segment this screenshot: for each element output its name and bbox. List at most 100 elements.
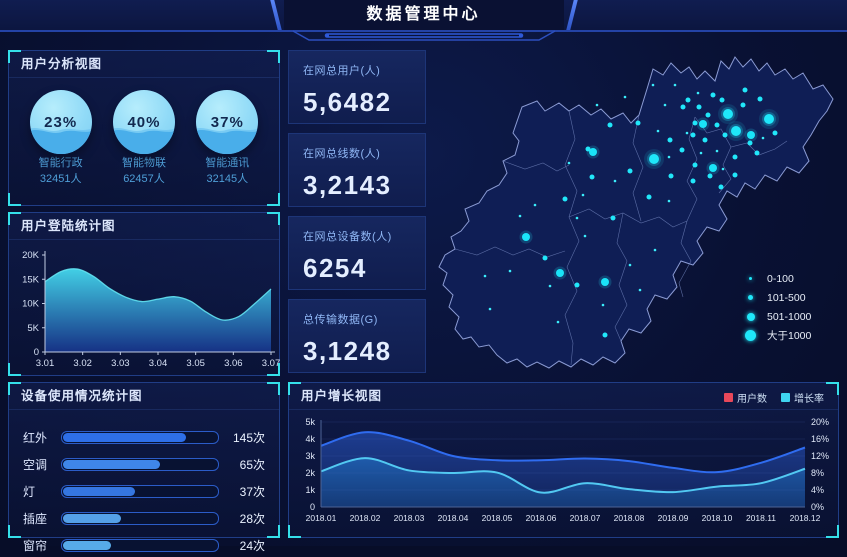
map-legend-row-3: 501-1000 (743, 307, 811, 326)
province-map (438, 56, 834, 369)
legend-swatch-icon (781, 393, 790, 402)
svg-text:2018.04: 2018.04 (438, 513, 469, 523)
device-bar-track (61, 431, 219, 444)
device-row-1: 红外 145次 (23, 426, 265, 449)
gauge-2: 40% 智能物联 62457人 (104, 90, 184, 188)
gauge-circle: 23% (29, 90, 92, 154)
legend-item-1[interactable]: 用户数 (724, 390, 767, 405)
device-bar-track (61, 485, 219, 498)
svg-text:0: 0 (310, 502, 315, 512)
panel-user-growth: 用户增长视图 用户数 增长率 0 1k 2k 3k 4k 5k 0% 4% 8% 12% 16% 20… (288, 382, 839, 538)
bubble-size-icon (743, 330, 758, 341)
gauge-label: 智能行政 (38, 157, 83, 169)
svg-text:2018.09: 2018.09 (658, 513, 689, 523)
legend-label: 增长率 (794, 394, 824, 405)
header-slash-right-decoration (565, 0, 578, 30)
map-legend-label: 大于1000 (767, 330, 812, 342)
stat-value: 3,1248 (303, 336, 392, 366)
stat-card-4: 总传输数据(G) 3,1248 (288, 299, 426, 373)
header-underline-decoration (289, 30, 559, 48)
svg-text:2018.02: 2018.02 (350, 513, 381, 523)
svg-text:15K: 15K (22, 274, 40, 285)
svg-text:2018.05: 2018.05 (482, 513, 513, 523)
panel-device-usage-title: 设备使用情况统计图 (9, 383, 279, 410)
svg-text:4k: 4k (305, 434, 315, 444)
device-label: 空调 (23, 458, 48, 472)
svg-text:2018.11: 2018.11 (746, 513, 776, 523)
stat-value: 6254 (303, 253, 367, 283)
stat-label: 总传输数据(G) (303, 314, 378, 326)
page-title: 数据管理中心 (366, 6, 481, 23)
device-value: 37次 (239, 485, 265, 499)
panel-login-stats-title: 用户登陆统计图 (9, 213, 279, 240)
svg-text:5k: 5k (305, 417, 315, 427)
header-bar: 数据管理中心 (0, 0, 847, 41)
panel-login-stats: 用户登陆统计图 0 5K 10K 15K 20K 3.01 3.02 3.03 3.04 3.05… (8, 212, 280, 376)
gauge-circle: 37% (196, 90, 259, 154)
map-legend-label: 101-500 (767, 291, 806, 304)
bubble-size-icon (743, 277, 758, 280)
gauge-percent: 37% (210, 113, 244, 131)
panel-user-analysis-title: 用户分析视图 (9, 51, 279, 78)
svg-text:16%: 16% (811, 434, 829, 444)
device-bar-fill (63, 514, 121, 523)
device-label: 插座 (23, 512, 48, 526)
svg-text:4%: 4% (811, 485, 824, 495)
gauge-1: 23% 智能行政 32451人 (21, 90, 101, 188)
panel-user-growth-title: 用户增长视图 (289, 383, 838, 410)
gauges: 23% 智能行政 32451人 40% 智能物联 62457人 37% 智能通讯… (9, 78, 279, 188)
gauge-count: 62457人 (123, 172, 165, 185)
gauge-count: 32145人 (206, 172, 249, 185)
map-legend-row-2: 101-500 (743, 288, 811, 307)
panel-user-analysis: 用户分析视图 23% 智能行政 32451人 40% 智能物联 62457人 3… (8, 50, 280, 206)
device-row-4: 插座 28次 (23, 507, 265, 530)
map-legend-row-1: 0-100 (743, 269, 811, 288)
device-usage-rows: 红外 145次 空调 65次灯 37次 插座 28次 窗帘 24次 (9, 410, 279, 557)
svg-text:2018.07: 2018.07 (570, 513, 601, 523)
svg-text:3k: 3k (305, 451, 315, 461)
gauge-percent: 40% (127, 113, 161, 131)
gauge-3: 37% 智能通讯 32145人 (187, 90, 267, 188)
header-slash-left-decoration (269, 0, 282, 30)
device-bar-fill (63, 460, 160, 469)
bubble-size-icon (743, 312, 758, 321)
svg-text:2018.01: 2018.01 (306, 513, 337, 523)
gauge-circle: 40% (112, 90, 175, 154)
svg-text:12%: 12% (811, 451, 829, 461)
svg-text:3.03: 3.03 (111, 358, 130, 369)
device-row-2: 空调 65次 (23, 453, 265, 476)
stat-cards-column: 在网总用户(人) 5,6482 在网总线数(人) 3,2143 在网总设备数(人) … (288, 50, 426, 382)
svg-text:2018.03: 2018.03 (394, 513, 425, 523)
stat-label: 在网总用户(人) (303, 65, 381, 77)
svg-text:3.06: 3.06 (224, 358, 243, 369)
device-value: 28次 (239, 512, 265, 526)
device-bar-track (61, 458, 219, 471)
svg-text:2k: 2k (305, 468, 315, 478)
device-value: 145次 (232, 431, 265, 445)
bubble-size-icon (743, 295, 758, 300)
svg-text:10K: 10K (22, 299, 40, 310)
svg-text:8%: 8% (811, 468, 824, 478)
svg-text:3.07: 3.07 (262, 358, 281, 369)
stat-label: 在网总设备数(人) (303, 231, 392, 243)
device-bar-track (61, 512, 219, 525)
svg-text:3.04: 3.04 (149, 358, 168, 369)
svg-text:2018.12: 2018.12 (790, 513, 821, 523)
map-legend-label: 501-1000 (767, 310, 812, 323)
gauge-label: 智能物联 (121, 157, 166, 169)
growth-chart-legend: 用户数 增长率 (724, 390, 824, 405)
header-title-block: 数据管理中心 (269, 0, 578, 30)
svg-text:20K: 20K (22, 250, 40, 261)
svg-text:2018.06: 2018.06 (526, 513, 557, 523)
panel-device-usage: 设备使用情况统计图 红外 145次 空调 65次灯 37次 插座 28次 窗帘 24次 (8, 382, 280, 553)
gauge-percent: 23% (44, 113, 78, 131)
device-value: 65次 (239, 458, 265, 472)
svg-text:2018.10: 2018.10 (702, 513, 733, 523)
stat-card-2: 在网总线数(人) 3,2143 (288, 133, 426, 207)
device-label: 灯 (23, 485, 36, 499)
legend-item-2[interactable]: 增长率 (781, 390, 824, 405)
growth-area-chart: 0 1k 2k 3k 4k 5k 0% 4% 8% 12% 16% 20% 2018.01 2018.02… (305, 417, 829, 523)
stat-label: 在网总线数(人) (303, 148, 381, 160)
svg-text:0: 0 (34, 347, 39, 358)
